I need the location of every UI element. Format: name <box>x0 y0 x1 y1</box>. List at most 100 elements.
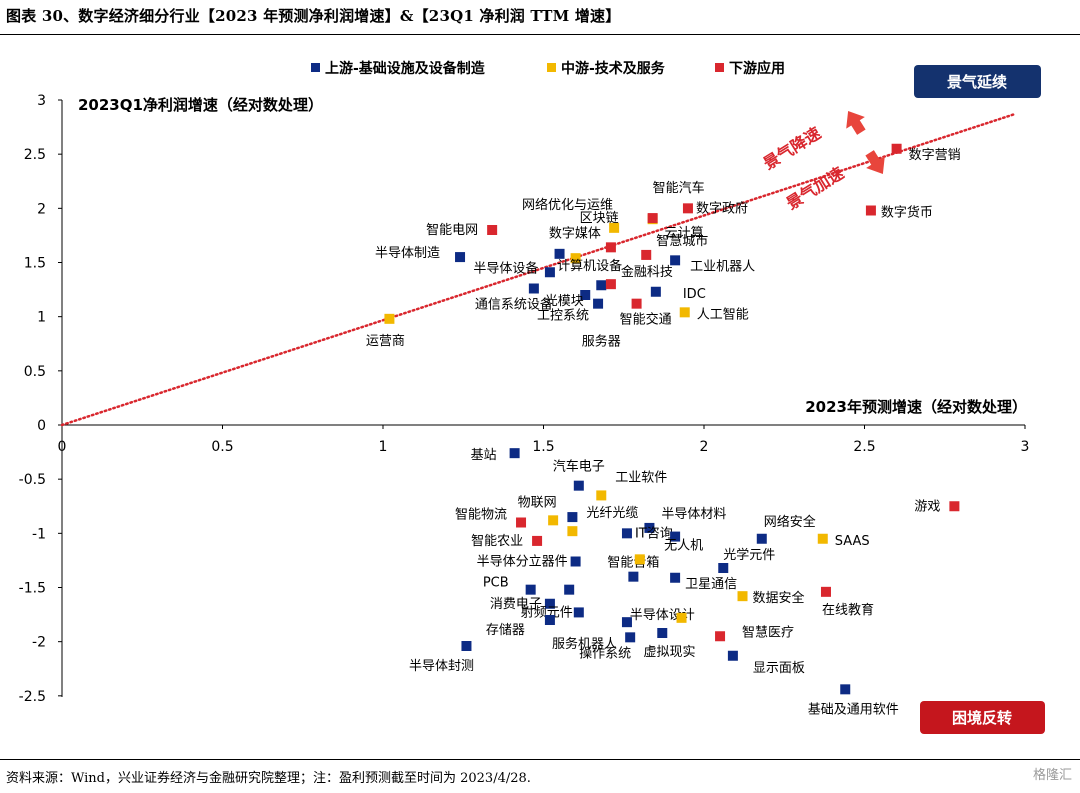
x-tick-label: 0.5 <box>211 439 233 455</box>
y-tick-label: -2 <box>32 635 46 651</box>
point-label: 智能物流 <box>455 508 507 523</box>
data-point <box>891 143 902 154</box>
point-label: PCB <box>483 576 509 591</box>
legend-marker <box>715 63 724 72</box>
data-point <box>461 641 472 651</box>
point-label: 智能电网 <box>426 223 478 238</box>
point-label: 智慧城市 <box>656 233 708 249</box>
data-point <box>840 684 851 695</box>
arrow-up-text: 景气降速 <box>760 123 824 173</box>
data-point <box>487 225 498 235</box>
data-point <box>679 307 690 318</box>
diagonal-line <box>60 112 1017 427</box>
point-label: 服务机器人 <box>552 636 617 652</box>
data-point <box>596 280 607 291</box>
data-point <box>554 248 565 259</box>
point-label: 基础及通用软件 <box>808 702 899 717</box>
box-bottom <box>920 701 1045 734</box>
data-point <box>634 554 645 565</box>
data-point <box>593 298 604 309</box>
point-label: 消费电子 <box>490 597 542 612</box>
data-point <box>605 279 616 290</box>
y-tick-label: 0.5 <box>24 364 46 380</box>
point-label: 半导体封测 <box>409 659 474 674</box>
data-point <box>817 533 828 544</box>
y-tick-label: 0 <box>37 418 46 434</box>
figure-title: 图表 30、数字经济细分行业【2023 年预测净利润增速】&【23Q1 净利润 … <box>6 7 621 25</box>
data-point <box>641 249 652 260</box>
x-tick-label: 3 <box>1021 439 1030 455</box>
data-point <box>548 515 559 526</box>
point-label: 光学元件 <box>723 547 775 563</box>
scatter-chart: 3 2.5 2 1.5 1 0.5 0 -0.5 -1 -1.5 -2 -2.5 0 0.5 1 1.5 2 2.… <box>19 60 1045 734</box>
arrow-up-icon <box>846 110 866 135</box>
y-tick-label: -0.5 <box>19 472 46 488</box>
data-point <box>718 563 729 573</box>
y-tick-label: -1 <box>32 526 46 542</box>
data-point <box>756 533 767 544</box>
point-label: 智能汽车 <box>653 180 705 196</box>
data-point <box>564 584 575 595</box>
data-point <box>455 252 466 263</box>
arrow-down-icon <box>865 150 885 175</box>
legend-label: 上游-基础设施及设备制造 <box>325 60 485 77</box>
point-label: 工业软件 <box>615 470 667 485</box>
arrow-up-shape <box>846 110 866 135</box>
data-point <box>631 298 642 309</box>
data-point <box>676 612 687 623</box>
point-label: 射频元件 <box>521 604 573 620</box>
data-point <box>609 222 620 233</box>
arrow-down-text: 景气加速 <box>783 163 847 213</box>
data-point <box>580 290 591 300</box>
point-label: 卫星通信 <box>685 577 737 592</box>
x-tick-label: 2 <box>700 439 709 455</box>
point-label: 数字媒体 <box>549 226 601 241</box>
y-tick-label: 1 <box>37 310 46 326</box>
data-point <box>682 203 693 214</box>
y-tick-label: -2.5 <box>19 689 46 705</box>
data-point <box>384 313 395 324</box>
point-label: 区块链 <box>580 211 619 226</box>
data-point <box>567 526 578 537</box>
point-label: 显示面板 <box>753 661 805 676</box>
data-point <box>596 490 607 501</box>
x-tick-label: 1.5 <box>532 439 554 455</box>
data-point <box>573 607 584 618</box>
data-point <box>865 205 876 216</box>
x-tick-label: 1 <box>379 439 388 455</box>
point-label: 网络安全 <box>764 514 816 530</box>
y-tick-label: -1.5 <box>19 581 46 597</box>
point-label: 计算机设备 <box>557 258 622 274</box>
data-point <box>573 480 584 491</box>
data-point <box>670 255 681 266</box>
box-top <box>914 65 1041 98</box>
source-divider <box>0 759 1080 760</box>
point-label: 智能音箱 <box>607 555 659 571</box>
y-axis-title: 2023Q1净利润增速（经对数处理） <box>78 96 323 114</box>
data-point <box>567 512 578 523</box>
point-label: 通信系统设备 <box>475 297 553 313</box>
data-point <box>670 572 681 583</box>
data-point <box>544 615 555 625</box>
point-label: 人工智能 <box>697 307 749 322</box>
y-tick-label: 2.5 <box>24 147 46 163</box>
point-label: 半导体制造 <box>375 246 440 261</box>
data-point <box>820 586 831 597</box>
point-label: 运营商 <box>366 334 405 349</box>
point-label: 物联网 <box>518 495 557 510</box>
data-point <box>715 631 726 642</box>
legend-marker <box>547 63 556 72</box>
arrow-down-shape <box>865 150 885 175</box>
point-label: 在线教育 <box>822 602 874 618</box>
point-label: 操作系统 <box>579 645 631 661</box>
point-label: SAAS <box>835 534 870 549</box>
data-point <box>532 535 543 546</box>
y-tick-label: 3 <box>37 93 46 109</box>
legend-marker <box>311 63 320 72</box>
title-divider <box>0 34 1080 35</box>
point-label: IT咨询 <box>635 526 673 541</box>
point-label: 网络优化与运维 <box>522 197 613 213</box>
data-point <box>525 584 536 595</box>
watermark: 格隆汇 <box>1032 768 1072 783</box>
y-tick-label: 2 <box>37 201 46 217</box>
